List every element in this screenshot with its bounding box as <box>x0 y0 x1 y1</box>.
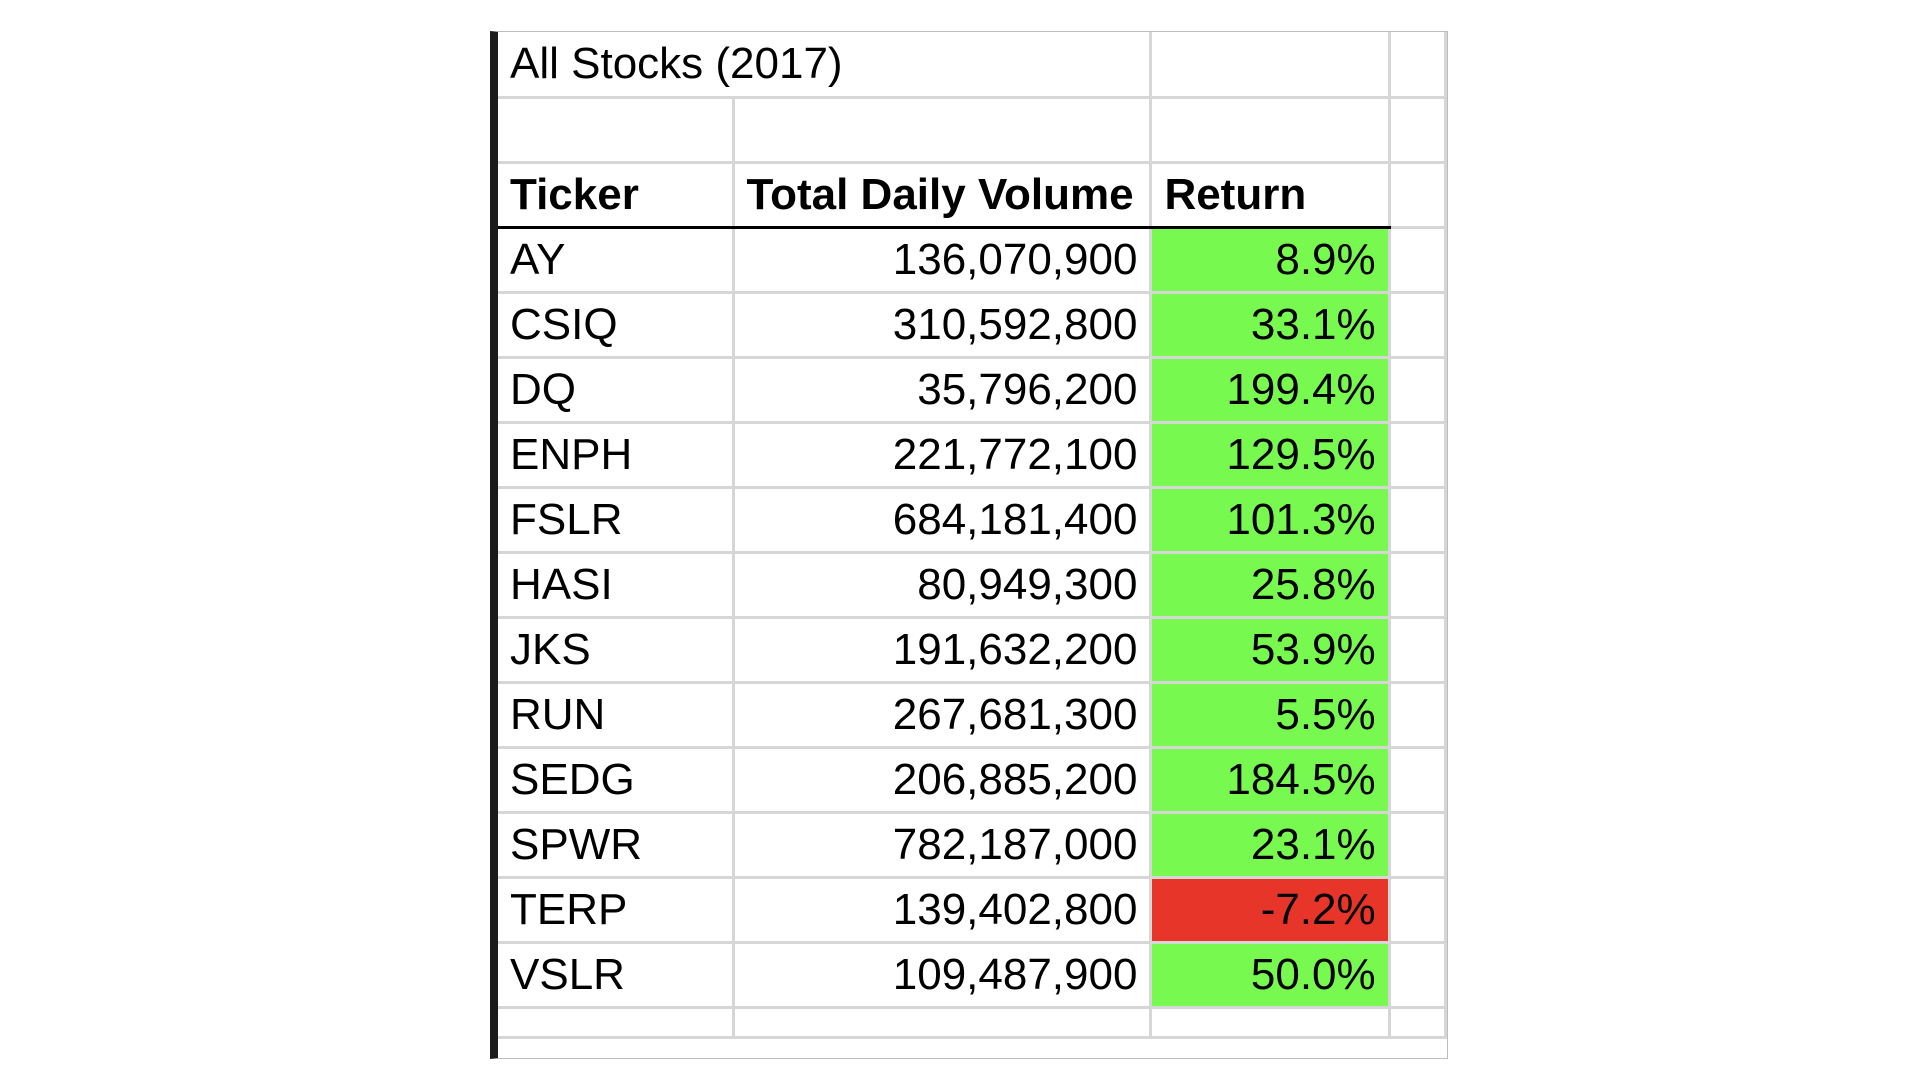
ticker-cell[interactable]: TERP <box>498 875 735 944</box>
ticker-cell[interactable]: ENPH <box>498 420 735 489</box>
title-row: All Stocks (2017) <box>498 32 1448 99</box>
return-cell[interactable]: 53.9% <box>1149 615 1391 684</box>
empty-cell[interactable] <box>1387 95 1448 164</box>
volume-cell[interactable]: 80,949,300 <box>731 550 1153 619</box>
empty-cell[interactable] <box>1387 810 1448 879</box>
ticker-cell[interactable]: SEDG <box>498 745 735 814</box>
empty-cell[interactable] <box>498 1005 735 1039</box>
return-cell[interactable]: 50.0% <box>1149 940 1391 1009</box>
table-row: HASI 80,949,300 25.8% <box>498 550 1448 619</box>
empty-cell[interactable] <box>1387 875 1448 944</box>
table-row: AY 136,070,900 8.9% <box>498 225 1448 294</box>
empty-cell[interactable] <box>1387 615 1448 684</box>
blank-row <box>498 95 1448 164</box>
table-row: VSLR 109,487,900 50.0% <box>498 940 1448 1009</box>
table-row: SPWR 782,187,000 23.1% <box>498 810 1448 879</box>
table-row: DQ 35,796,200 199.4% <box>498 355 1448 424</box>
volume-cell[interactable]: 139,402,800 <box>731 875 1153 944</box>
empty-cell[interactable] <box>731 95 1153 164</box>
volume-cell[interactable]: 109,487,900 <box>731 940 1153 1009</box>
sheet-title[interactable]: All Stocks (2017) <box>498 32 1153 99</box>
volume-cell[interactable]: 206,885,200 <box>731 745 1153 814</box>
empty-cell[interactable] <box>1387 550 1448 619</box>
volume-cell[interactable]: 35,796,200 <box>731 355 1153 424</box>
table-row: RUN 267,681,300 5.5% <box>498 680 1448 749</box>
volume-cell[interactable]: 221,772,100 <box>731 420 1153 489</box>
return-cell[interactable]: 101.3% <box>1149 485 1391 554</box>
return-cell[interactable]: 23.1% <box>1149 810 1391 879</box>
volume-cell[interactable]: 267,681,300 <box>731 680 1153 749</box>
empty-cell[interactable] <box>1387 745 1448 814</box>
empty-cell[interactable] <box>1387 485 1448 554</box>
empty-cell[interactable] <box>1387 225 1448 294</box>
return-cell[interactable]: 199.4% <box>1149 355 1391 424</box>
empty-cell[interactable] <box>1387 160 1448 229</box>
empty-cell[interactable] <box>1387 940 1448 1009</box>
ticker-cell[interactable]: SPWR <box>498 810 735 879</box>
return-cell[interactable]: 8.9% <box>1149 225 1391 294</box>
blank-row <box>498 1005 1448 1039</box>
return-cell[interactable]: 33.1% <box>1149 290 1391 359</box>
header-total-daily-volume[interactable]: Total Daily Volume <box>731 160 1153 229</box>
ticker-cell[interactable]: VSLR <box>498 940 735 1009</box>
volume-cell[interactable]: 191,632,200 <box>731 615 1153 684</box>
ticker-cell[interactable]: FSLR <box>498 485 735 554</box>
empty-cell[interactable] <box>1387 1005 1448 1039</box>
empty-cell[interactable] <box>1387 355 1448 424</box>
ticker-cell[interactable]: CSIQ <box>498 290 735 359</box>
empty-cell[interactable] <box>1149 1005 1391 1039</box>
return-cell[interactable]: 129.5% <box>1149 420 1391 489</box>
header-row: Ticker Total Daily Volume Return <box>498 160 1448 229</box>
header-ticker[interactable]: Ticker <box>498 160 735 229</box>
empty-cell[interactable] <box>731 1005 1153 1039</box>
volume-cell[interactable]: 136,070,900 <box>731 225 1153 294</box>
empty-cell[interactable] <box>1149 95 1391 164</box>
volume-cell[interactable]: 782,187,000 <box>731 810 1153 879</box>
table-row: TERP 139,402,800 -7.2% <box>498 875 1448 944</box>
return-cell[interactable]: -7.2% <box>1149 875 1391 944</box>
table-row: JKS 191,632,200 53.9% <box>498 615 1448 684</box>
spreadsheet: All Stocks (2017) Ticker Total Daily Vol… <box>490 31 1448 1059</box>
table-row: ENPH 221,772,100 129.5% <box>498 420 1448 489</box>
empty-cell[interactable] <box>1149 32 1391 99</box>
empty-cell[interactable] <box>1387 290 1448 359</box>
empty-cell[interactable] <box>498 95 735 164</box>
table-row: CSIQ 310,592,800 33.1% <box>498 290 1448 359</box>
ticker-cell[interactable]: RUN <box>498 680 735 749</box>
ticker-cell[interactable]: AY <box>498 225 735 294</box>
empty-cell[interactable] <box>1387 420 1448 489</box>
volume-cell[interactable]: 310,592,800 <box>731 290 1153 359</box>
table-row: FSLR 684,181,400 101.3% <box>498 485 1448 554</box>
table-row: SEDG 206,885,200 184.5% <box>498 745 1448 814</box>
return-cell[interactable]: 184.5% <box>1149 745 1391 814</box>
ticker-cell[interactable]: JKS <box>498 615 735 684</box>
ticker-cell[interactable]: HASI <box>498 550 735 619</box>
return-cell[interactable]: 25.8% <box>1149 550 1391 619</box>
header-return[interactable]: Return <box>1149 160 1391 229</box>
volume-cell[interactable]: 684,181,400 <box>731 485 1153 554</box>
stocks-table: All Stocks (2017) Ticker Total Daily Vol… <box>498 32 1448 1039</box>
empty-cell[interactable] <box>1387 680 1448 749</box>
empty-cell[interactable] <box>1387 32 1448 99</box>
ticker-cell[interactable]: DQ <box>498 355 735 424</box>
return-cell[interactable]: 5.5% <box>1149 680 1391 749</box>
